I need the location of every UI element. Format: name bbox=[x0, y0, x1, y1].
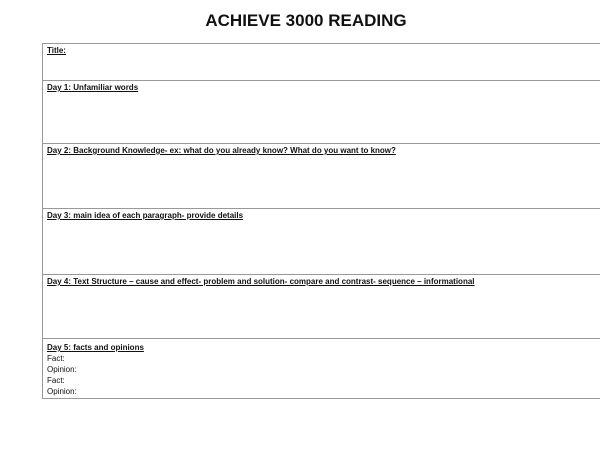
row-label: Day 1: Unfamiliar words bbox=[47, 83, 139, 92]
day3-row[interactable]: Day 3: main idea of each paragraph- prov… bbox=[43, 209, 600, 275]
row-label: Title: bbox=[47, 46, 66, 55]
row-label: Day 4: Text Structure – cause and effect… bbox=[47, 277, 475, 286]
worksheet-table: Title: Day 1: Unfamiliar words Day 2: Ba… bbox=[42, 43, 600, 399]
fact-line: Fact: bbox=[47, 354, 65, 363]
page-title: ACHIEVE 3000 READING bbox=[205, 11, 407, 30]
opinion-line: Opinion: bbox=[47, 365, 77, 374]
day4-row[interactable]: Day 4: Text Structure – cause and effect… bbox=[43, 275, 600, 339]
opinion-line: Opinion: bbox=[47, 387, 77, 396]
row-label: Day 5: facts and opinions bbox=[47, 343, 144, 352]
row-label: Day 2: Background Knowledge- ex: what do… bbox=[47, 146, 396, 155]
day1-row[interactable]: Day 1: Unfamiliar words bbox=[43, 81, 600, 144]
day2-row[interactable]: Day 2: Background Knowledge- ex: what do… bbox=[43, 144, 600, 209]
title-row[interactable]: Title: bbox=[43, 44, 600, 81]
row-label: Day 3: main idea of each paragraph- prov… bbox=[47, 211, 244, 220]
day5-row[interactable]: Day 5: facts and opinions Fact: Opinion:… bbox=[43, 339, 600, 399]
fact-line: Fact: bbox=[47, 376, 65, 385]
